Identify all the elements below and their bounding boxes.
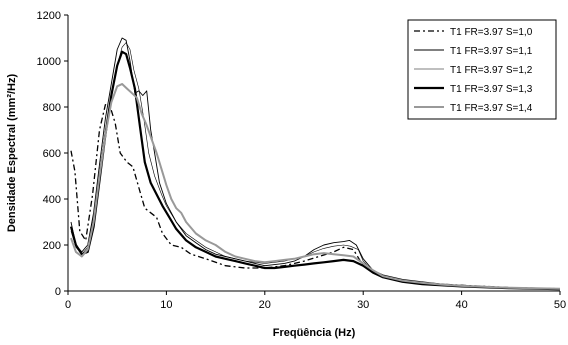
series-line-1 (70, 104, 561, 290)
x-tick-label: 30 (357, 299, 369, 311)
legend: T1 FR=3.97 S=1,0 T1 FR=3.97 S=1,1 T1 FR=3.… (407, 19, 557, 120)
y-tick-label: 0 (55, 286, 61, 298)
y-tick-label: 1200 (37, 10, 61, 22)
x-tick-label: 40 (455, 299, 467, 311)
x-tick-label: 0 (65, 299, 71, 311)
series-line-4 (69, 50, 561, 291)
legend-label: T1 FR=3.97 S=1,4 (450, 103, 533, 114)
series-line-2 (70, 37, 561, 290)
legend-label: T1 FR=3.97 S=1,0 (450, 27, 533, 38)
x-axis-title: Freqüência (Hz) (273, 327, 356, 339)
y-tick-label: 200 (43, 240, 61, 252)
y-axis-title: Densidade Espectral (mm²/Hz) (6, 74, 18, 233)
legend-label: T1 FR=3.97 S=1,3 (450, 84, 533, 95)
y-tick-label: 600 (43, 148, 61, 160)
legend-label: T1 FR=3.97 S=1,2 (450, 65, 533, 76)
x-tick-label: 10 (160, 299, 172, 311)
legend-label: T1 FR=3.97 S=1,1 (450, 46, 533, 57)
series-line-5 (70, 83, 561, 290)
series-layer (69, 37, 561, 291)
x-tick-label: 50 (554, 299, 566, 311)
legend-box (407, 19, 557, 120)
y-tick-label: 400 (43, 194, 61, 206)
y-tick-label: 1000 (37, 56, 61, 68)
x-tick-label: 20 (259, 299, 271, 311)
y-tick-label: 800 (43, 102, 61, 114)
axes: 0 200 400 600 800 1000 1200 0 10 20 30 40 50 (37, 10, 567, 311)
